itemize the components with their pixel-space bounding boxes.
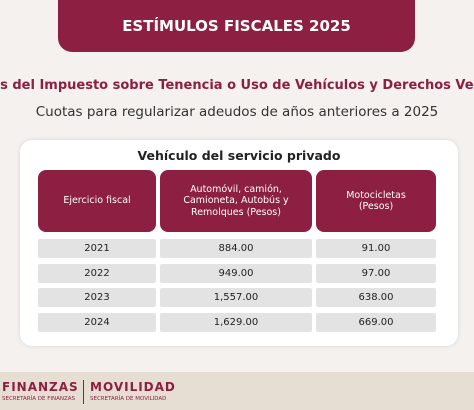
table-cell: 97.00 (316, 263, 436, 283)
table-cell: 1,629.00 (160, 313, 312, 333)
table-cell-text: 1,557.00 (213, 292, 259, 304)
table-cell-text: 91.00 (361, 243, 391, 254)
table-cell-text: 949.00 (218, 267, 254, 279)
footer: FINANZAS SECRETARÍA DE FINANZAS MOVILIDA… (0, 372, 474, 410)
title-banner: ESTÍMULOS FISCALES 2025 (58, 0, 415, 52)
table-cell-text: 638.00 (358, 292, 394, 304)
table-cell: 2024 (38, 313, 156, 333)
table-cell: 638.00 (316, 288, 436, 308)
table-cell: 2021 (38, 239, 156, 258)
title: ESTÍMULOS FISCALES 2025 (122, 17, 351, 35)
table-cell-text: 2023 (84, 292, 110, 304)
header-cell: Automóvil, camión, Camioneta, Autobús y … (160, 170, 312, 232)
footer-right-subtitle: SECRETARÍA DE MOVILIDAD (90, 396, 167, 402)
subheading: Cuotas para regularizar adeudos de años … (35, 104, 439, 120)
table-cell-text: 2021 (84, 243, 110, 254)
table-cell: 884.00 (160, 239, 312, 258)
table-cell: 2023 (38, 288, 156, 308)
table-cell-text: 97.00 (361, 267, 391, 279)
footer-divider (83, 380, 84, 404)
header-cell-text: Motocicletas (Pesos) (346, 189, 406, 212)
header-cell: Ejercicio fiscal (38, 170, 156, 232)
table-title: Vehículo del servicio privado (137, 148, 341, 163)
table-cell: 1,557.00 (160, 288, 312, 308)
table-cell: 91.00 (316, 239, 436, 258)
heading: os del Impuesto sobre Tenencia o Uso de … (0, 78, 474, 93)
table-cell-text: 884.00 (218, 243, 254, 254)
header-cell: Motocicletas (Pesos) (316, 170, 436, 232)
table-cell-text: 1,629.00 (213, 317, 259, 329)
table-cell-text: 669.00 (358, 317, 394, 329)
table-cell: 669.00 (316, 313, 436, 333)
footer-left-subtitle: SECRETARÍA DE FINANZAS (2, 396, 76, 402)
table-cell-text: 2024 (84, 317, 110, 329)
table-cell: 2022 (38, 263, 156, 283)
table-cell-text: 2022 (84, 267, 110, 279)
footer-left-title: FINANZAS (2, 380, 79, 394)
header-cell-text: Automóvil, camión, Camioneta, Autobús y … (183, 183, 289, 218)
table-cell: 949.00 (160, 263, 312, 283)
header-cell-text: Ejercicio fiscal (63, 195, 131, 207)
footer-right-title: MOVILIDAD (90, 380, 176, 394)
